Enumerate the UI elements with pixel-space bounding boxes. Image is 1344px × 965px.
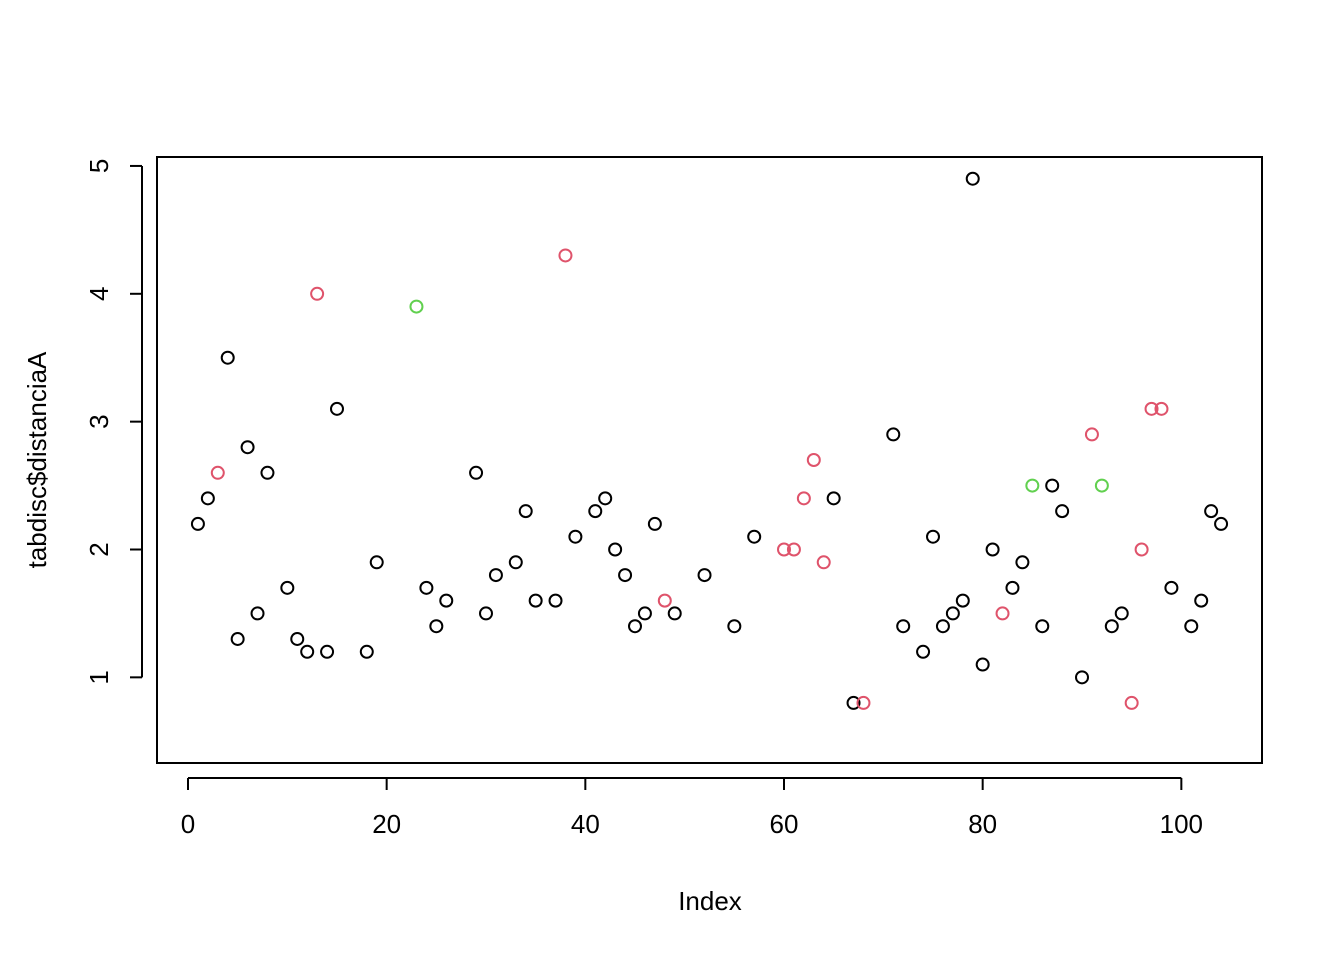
point (1184, 619, 1199, 634)
point (300, 644, 315, 659)
point (657, 593, 672, 608)
y-tick-label: 2 (84, 542, 114, 556)
point (995, 606, 1010, 621)
point (926, 529, 941, 544)
y-tick-label: 4 (84, 287, 114, 301)
point (1164, 580, 1179, 595)
point (1005, 580, 1020, 595)
point (1194, 593, 1209, 608)
point (786, 542, 801, 557)
point (697, 568, 712, 583)
x-tick-label: 20 (372, 809, 401, 839)
point (508, 555, 523, 570)
point (488, 568, 503, 583)
point (1025, 478, 1040, 493)
point (1045, 478, 1060, 493)
point (727, 619, 742, 634)
point (598, 491, 613, 506)
point (916, 644, 931, 659)
point (896, 619, 911, 634)
point (627, 619, 642, 634)
point (210, 465, 225, 480)
point (240, 440, 255, 455)
y-tick-label: 5 (84, 159, 114, 173)
point (608, 542, 623, 557)
y-tick-label: 3 (84, 414, 114, 428)
x-tick-label: 100 (1160, 809, 1203, 839)
x-tick-label: 40 (571, 809, 600, 839)
point (806, 453, 821, 467)
point (419, 580, 434, 595)
point (826, 491, 841, 506)
point (886, 427, 901, 442)
point (260, 465, 275, 480)
point (945, 606, 960, 621)
point (647, 516, 662, 531)
plot-box (156, 156, 1263, 764)
point (1154, 401, 1169, 416)
point (230, 631, 245, 646)
point (250, 606, 265, 621)
point (409, 299, 424, 314)
point (846, 695, 861, 710)
point (856, 695, 871, 710)
point (1094, 478, 1109, 493)
point (1075, 670, 1090, 685)
point (588, 504, 603, 519)
point (320, 644, 335, 659)
point (747, 529, 762, 544)
point (280, 580, 295, 595)
point (1144, 401, 1159, 416)
point (518, 504, 533, 519)
point (935, 619, 950, 634)
point (200, 491, 215, 506)
point (975, 657, 990, 672)
point (478, 606, 493, 621)
x-tick-label: 0 (181, 809, 195, 839)
point (568, 529, 583, 544)
point (637, 606, 652, 621)
point (955, 593, 970, 608)
point (985, 542, 1000, 557)
x-tick-label: 80 (968, 809, 997, 839)
point (965, 171, 980, 186)
point (469, 465, 484, 480)
point (1104, 619, 1119, 634)
point (796, 491, 811, 506)
point (429, 619, 444, 634)
point (290, 631, 305, 646)
point (369, 555, 384, 570)
point (816, 555, 831, 570)
point (1084, 427, 1099, 442)
y-axis-label: tabdisc$distanciaA (22, 351, 52, 568)
point (777, 542, 792, 557)
point (528, 593, 543, 608)
point (329, 401, 344, 416)
point (1214, 516, 1229, 531)
point (667, 606, 682, 621)
point (220, 350, 235, 365)
point (190, 516, 205, 531)
point (310, 286, 325, 301)
point (1055, 504, 1070, 519)
point (1204, 504, 1219, 519)
point (1124, 695, 1139, 710)
point (439, 593, 454, 608)
point (1035, 619, 1050, 634)
x-axis-label: Index (678, 886, 742, 916)
y-tick-label: 1 (84, 670, 114, 684)
point (1114, 606, 1129, 621)
point (359, 644, 374, 659)
point (618, 568, 633, 583)
point (558, 248, 573, 263)
x-tick-label: 60 (770, 809, 799, 839)
point (548, 593, 563, 608)
point (1015, 555, 1030, 570)
point (1134, 542, 1149, 557)
